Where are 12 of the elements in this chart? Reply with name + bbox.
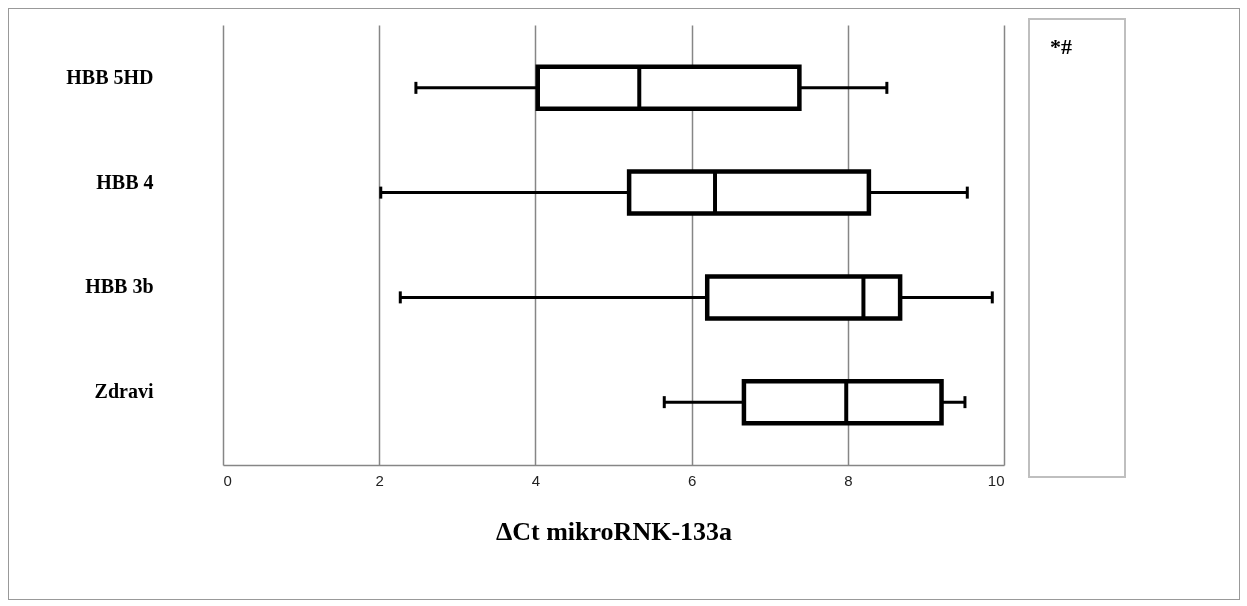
note-frame: *#: [1028, 18, 1126, 478]
x-tick-label: 8: [844, 471, 853, 489]
y-tick-label: HBB 4: [96, 170, 154, 193]
x-tick-label: 2: [375, 471, 384, 489]
x-tick-label: 0: [223, 471, 232, 489]
x-tick-label: 10: [987, 471, 1005, 489]
x-tick-label: 4: [531, 471, 541, 489]
y-tick-label: HBB 3b: [85, 275, 154, 298]
x-tick-label: 6: [687, 471, 697, 489]
x-axis-title: ΔCt mikroRNK-133a: [495, 516, 733, 546]
y-tick-label: Zdravi: [94, 380, 154, 403]
y-tick-label: HBB 5HD: [66, 65, 154, 88]
